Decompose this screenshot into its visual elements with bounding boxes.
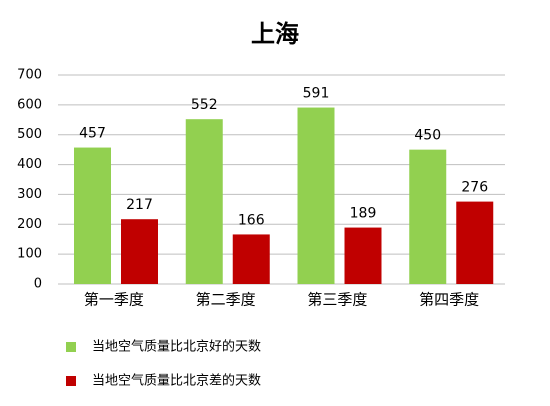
- data-label: 591: [303, 86, 330, 102]
- bar: [456, 201, 494, 284]
- legend-label: 当地空气质量比北京好的天数: [92, 339, 261, 355]
- bar: [185, 119, 223, 284]
- y-tick-label: 200: [17, 217, 42, 232]
- y-tick-label: 400: [17, 157, 42, 172]
- bar: [74, 147, 111, 284]
- bar: [232, 234, 270, 284]
- legend-swatch: [66, 342, 76, 352]
- data-label: 276: [461, 180, 488, 196]
- x-tick-label: 第二季度: [196, 291, 256, 309]
- x-tick-label: 第三季度: [307, 291, 367, 309]
- data-label: 189: [350, 206, 377, 222]
- data-label: 166: [238, 212, 265, 228]
- y-tick-label: 700: [17, 68, 42, 83]
- bar: [297, 107, 335, 285]
- legend-swatch: [66, 376, 76, 386]
- y-tick-label: 0: [34, 277, 42, 292]
- y-tick-label: 500: [17, 127, 42, 142]
- data-label: 217: [126, 197, 153, 213]
- bar: [409, 149, 447, 284]
- x-tick-label: 第一季度: [84, 291, 144, 309]
- chart-title: 上海: [251, 20, 299, 48]
- legend-label: 当地空气质量比北京差的天数: [92, 373, 261, 389]
- x-tick-label: 第四季度: [419, 291, 479, 309]
- y-tick-label: 600: [17, 97, 42, 112]
- data-label: 457: [79, 126, 106, 142]
- data-label: 552: [191, 97, 218, 113]
- y-tick-label: 100: [17, 247, 42, 262]
- data-label: 450: [414, 128, 441, 144]
- y-tick-label: 300: [17, 187, 42, 202]
- bar: [121, 219, 158, 284]
- bar: [344, 227, 382, 284]
